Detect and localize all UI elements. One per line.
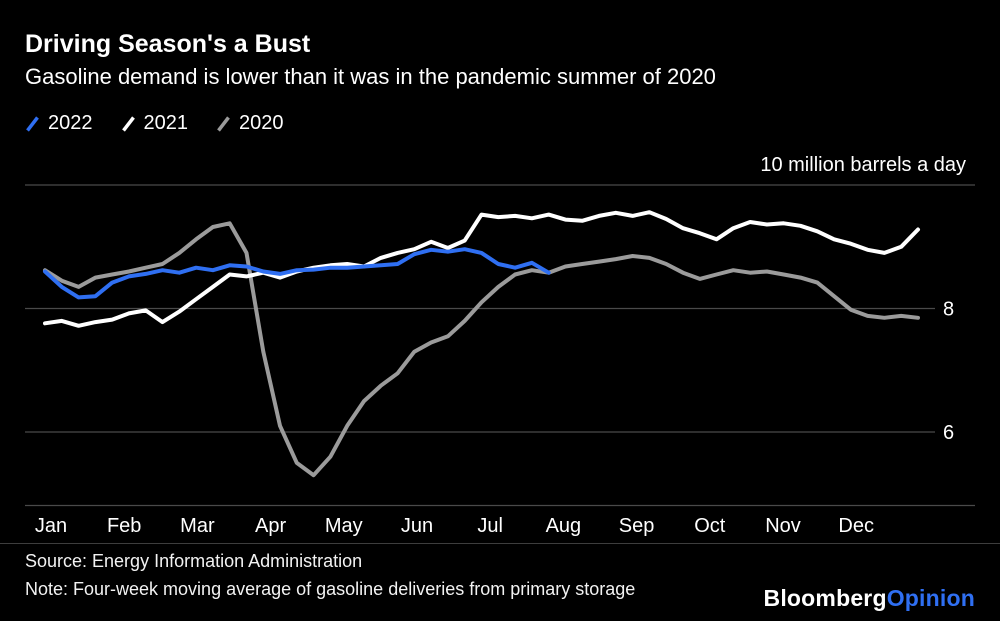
- chart-title: Driving Season's a Bust: [25, 30, 311, 58]
- legend-slash-icon: [26, 115, 39, 132]
- x-tick-label-feb: Feb: [107, 515, 141, 537]
- x-tick-label-nov: Nov: [765, 515, 801, 537]
- bloomberg-wordmark: Bloomberg: [763, 585, 887, 611]
- series-line-2020: [43, 221, 920, 478]
- x-tick-label-oct: Oct: [694, 515, 726, 537]
- y-tick-label-6: 6: [943, 422, 954, 444]
- series-line-2021: [43, 210, 920, 328]
- series-line-2022: [43, 247, 551, 300]
- source-text: Source: Energy Information Administratio…: [25, 551, 363, 571]
- x-tick-label-jul: Jul: [477, 515, 503, 537]
- bloomberg-opinion-logo: BloombergOpinion: [764, 585, 975, 612]
- x-tick-label-may: May: [325, 515, 363, 537]
- footer-divider: [0, 543, 1000, 544]
- x-tick-label-jan: Jan: [35, 515, 67, 537]
- x-tick-label-aug: Aug: [546, 515, 582, 537]
- legend-label-2022: 2022: [48, 112, 93, 134]
- legend-slash-icon: [217, 115, 230, 132]
- x-tick-label-apr: Apr: [255, 515, 286, 537]
- x-tick-label-dec: Dec: [838, 515, 874, 537]
- legend-item-2020: 2020: [216, 112, 284, 135]
- legend-label-2021: 2021: [143, 112, 189, 134]
- x-tick-label-jun: Jun: [401, 515, 433, 537]
- legend-item-2022: 2022: [25, 112, 93, 135]
- note-text: Note: Four-week moving average of gasoli…: [25, 579, 636, 599]
- x-tick-label-mar: Mar: [180, 515, 215, 537]
- legend-slash-icon: [121, 115, 135, 132]
- legend-label-2020: 2020: [239, 112, 284, 134]
- x-tick-label-sep: Sep: [619, 515, 655, 537]
- y-tick-label-8: 8: [943, 299, 954, 321]
- legend-item-2021: 2021: [121, 112, 189, 135]
- legend: 2022 2021 2020: [25, 112, 284, 135]
- opinion-wordmark: Opinion: [886, 585, 975, 611]
- chart-subtitle: Gasoline demand is lower than it was in …: [25, 64, 716, 89]
- y-axis-unit-label: 10 million barrels a day: [760, 154, 966, 176]
